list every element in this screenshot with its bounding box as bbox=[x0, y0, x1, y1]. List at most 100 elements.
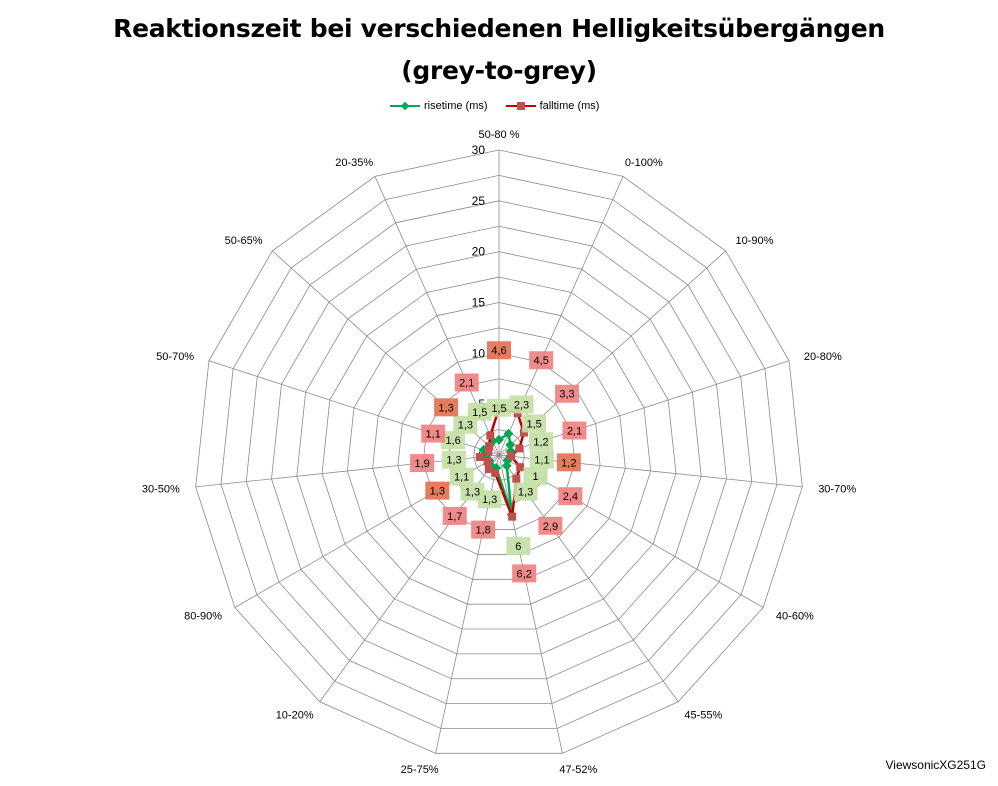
category-label: 0-100% bbox=[625, 157, 663, 169]
data-label-bg-risetime bbox=[509, 395, 534, 414]
point-falltime bbox=[508, 512, 517, 521]
radial-tick-label: 10 bbox=[472, 346, 486, 360]
data-label-falltime: 2,1 bbox=[459, 378, 474, 390]
data-label-bg-falltime bbox=[558, 487, 583, 506]
data-label-falltime: 1,1 bbox=[426, 429, 441, 441]
chart-title-line-1: Reaktionszeit bei verschiedenen Helligke… bbox=[113, 14, 885, 43]
data-label-falltime: 2,1 bbox=[567, 425, 582, 437]
data-label-bg-risetime bbox=[441, 431, 466, 450]
data-label-bg-falltime bbox=[442, 506, 467, 525]
legend-item-falltime: falltime (ms) bbox=[505, 100, 599, 112]
data-label-bg-risetime bbox=[460, 482, 485, 501]
category-label: 30-70% bbox=[818, 484, 856, 496]
data-label-bg-falltime bbox=[421, 424, 446, 443]
grid-ring bbox=[245, 200, 753, 705]
radial-tick-label: 25 bbox=[472, 194, 486, 208]
category-label: 10-90% bbox=[735, 235, 773, 247]
data-label-bg-risetime bbox=[467, 402, 492, 421]
data-label-bg-risetime bbox=[522, 414, 547, 433]
point-falltime bbox=[486, 431, 495, 440]
category-label: 47-52% bbox=[559, 764, 597, 776]
category-label: 20-35% bbox=[335, 157, 373, 169]
point-falltime bbox=[519, 428, 528, 437]
grid-ring bbox=[271, 225, 727, 680]
point-falltime bbox=[515, 444, 524, 453]
grid-ring bbox=[397, 352, 601, 555]
point-falltime bbox=[491, 468, 500, 477]
data-label-risetime: 1,5 bbox=[472, 407, 487, 419]
point-risetime bbox=[503, 428, 514, 439]
data-label-falltime: 4,6 bbox=[491, 345, 506, 357]
data-label-bg-falltime bbox=[434, 398, 459, 417]
data-label-falltime: 6,2 bbox=[517, 568, 532, 580]
chart-title: Reaktionszeit bei verschiedenen Helligke… bbox=[0, 8, 998, 92]
point-risetime bbox=[505, 439, 516, 450]
category-label: 20-80% bbox=[804, 351, 842, 363]
data-label-bg-risetime bbox=[449, 467, 474, 486]
data-label-bg-falltime bbox=[410, 454, 435, 473]
data-label-risetime: 1,5 bbox=[526, 418, 541, 430]
legend-label-risetime: risetime (ms) bbox=[424, 100, 488, 112]
data-label-bg-falltime bbox=[538, 516, 563, 535]
point-falltime bbox=[483, 457, 492, 466]
data-label-falltime: 1,9 bbox=[414, 458, 429, 470]
data-label-bg-risetime bbox=[523, 467, 548, 486]
category-label: 80-90% bbox=[184, 611, 222, 623]
chart-title-line-2: (grey-to-grey) bbox=[401, 56, 597, 85]
data-label-risetime: 1,3 bbox=[465, 487, 480, 499]
grid-ring bbox=[372, 327, 626, 580]
data-label-falltime: 4,5 bbox=[534, 355, 549, 367]
data-label-bg-risetime bbox=[487, 398, 511, 417]
legend: risetime (ms) falltime (ms) bbox=[390, 100, 599, 112]
radial-tick-label: 30 bbox=[472, 143, 486, 157]
data-label-risetime: 6 bbox=[515, 541, 521, 553]
data-label-falltime: 1,3 bbox=[438, 402, 453, 414]
data-label-risetime: 1,3 bbox=[458, 420, 473, 432]
data-label-bg-falltime bbox=[471, 520, 496, 539]
category-label: 40-60% bbox=[776, 611, 814, 623]
grid-ring bbox=[321, 276, 677, 630]
point-falltime bbox=[512, 474, 521, 483]
data-label-bg-risetime bbox=[529, 432, 554, 451]
category-label: 25-75% bbox=[401, 764, 439, 776]
grid-ring bbox=[296, 251, 702, 655]
category-label: 50-80 % bbox=[479, 129, 520, 141]
data-label-risetime: 1,3 bbox=[446, 455, 461, 467]
category-label: 30-50% bbox=[142, 484, 180, 496]
data-label-bg-falltime bbox=[529, 351, 554, 370]
data-label-risetime: 1,2 bbox=[533, 436, 548, 448]
grid-ring bbox=[195, 149, 803, 754]
legend-marker-risetime bbox=[390, 101, 420, 111]
data-label-falltime: 1,7 bbox=[447, 511, 462, 523]
data-label-falltime: 1,3 bbox=[430, 486, 445, 498]
data-label-bg-falltime bbox=[454, 373, 479, 392]
data-label-falltime: 2,9 bbox=[543, 521, 558, 533]
data-label-bg-falltime bbox=[425, 481, 450, 500]
footer-label: ViewsonicXG251G bbox=[885, 758, 987, 772]
legend-item-risetime: risetime (ms) bbox=[390, 100, 488, 112]
data-label-bg-risetime bbox=[442, 450, 467, 469]
point-falltime bbox=[485, 442, 494, 451]
category-label: 45-55% bbox=[684, 710, 722, 722]
point-falltime bbox=[475, 453, 484, 462]
data-label-falltime: 1,2 bbox=[561, 457, 576, 469]
point-risetime bbox=[501, 460, 512, 471]
category-label: 10-20% bbox=[276, 710, 314, 722]
data-label-falltime: 1,8 bbox=[475, 525, 490, 537]
data-label-risetime: 1,5 bbox=[491, 403, 506, 415]
data-label-falltime: 3,3 bbox=[559, 389, 574, 401]
category-label: 50-70% bbox=[156, 351, 194, 363]
point-falltime bbox=[516, 463, 525, 472]
grid-ring bbox=[422, 378, 576, 530]
legend-marker-falltime bbox=[505, 102, 536, 110]
radial-tick-label: 20 bbox=[472, 245, 486, 259]
point-falltime bbox=[484, 464, 493, 473]
category-label: 50-65% bbox=[225, 235, 263, 247]
data-label-risetime: 1,1 bbox=[534, 455, 549, 467]
data-label-risetime: 1,1 bbox=[454, 472, 469, 484]
point-falltime bbox=[484, 447, 493, 456]
radial-tick-label: 15 bbox=[472, 296, 486, 310]
data-label-bg-risetime bbox=[529, 450, 554, 469]
data-label-risetime: 2,3 bbox=[514, 399, 529, 411]
